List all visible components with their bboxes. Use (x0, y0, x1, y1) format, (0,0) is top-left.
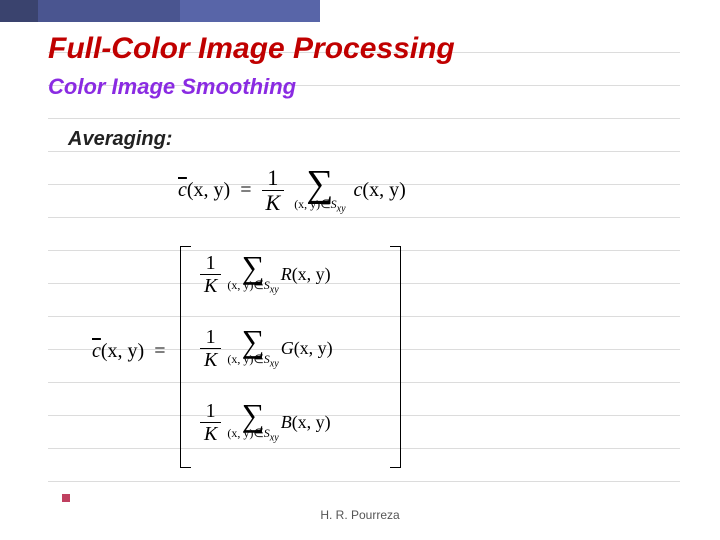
equation-avg-components-lhs: c(x, y) = (92, 340, 172, 363)
bracket-left-icon (180, 246, 191, 468)
eq1-sum-sub: (x, y)∈Sxy (294, 197, 345, 214)
eq2-row-g: 1K ∑ (x, y)∈Sxy G(x, y) (200, 326, 333, 371)
top-decor-bar (0, 0, 720, 22)
footer-author: H. R. Pourreza (0, 508, 720, 522)
eq1-sum: ∑ (x, y)∈Sxy (294, 167, 345, 215)
eq1-lhs-sym: c (178, 179, 187, 201)
equation-avg-vector: c(x, y) = 1 K ∑ (x, y)∈Sxy c(x, y) (178, 166, 406, 215)
slide-title: Full-Color Image Processing (48, 32, 455, 66)
top-bar-seg-3 (180, 0, 320, 22)
eq2-lhs-sym: c (92, 340, 101, 362)
top-bar-seg-2 (38, 0, 180, 22)
eq2-b-fn: B (281, 412, 292, 432)
eq2-lhs-args: (x, y) (101, 340, 144, 362)
eq1-frac: 1 K (262, 166, 285, 215)
eq2-r-fn: R (281, 264, 292, 284)
eq1-lhs-args: (x, y) (187, 179, 230, 201)
eq1-equals: = (240, 179, 251, 201)
corner-accent-icon (62, 494, 70, 502)
bracket-right-icon (390, 246, 401, 468)
eq2-row-b: 1K ∑ (x, y)∈Sxy B(x, y) (200, 400, 331, 445)
section-heading: Averaging: (68, 128, 172, 151)
eq2-row-r: 1K ∑ (x, y)∈Sxy R(x, y) (200, 252, 331, 297)
background-grid (48, 52, 680, 500)
sigma-icon: ∑ (294, 167, 345, 201)
eq1-frac-den: K (262, 191, 285, 215)
eq1-frac-num: 1 (262, 166, 285, 191)
slide-subtitle: Color Image Smoothing (48, 74, 296, 100)
eq1-rhs-args: (x, y) (362, 179, 405, 201)
eq2-equals: = (154, 340, 165, 362)
top-bar-seg-1 (0, 0, 38, 22)
eq2-g-fn: G (281, 338, 294, 358)
